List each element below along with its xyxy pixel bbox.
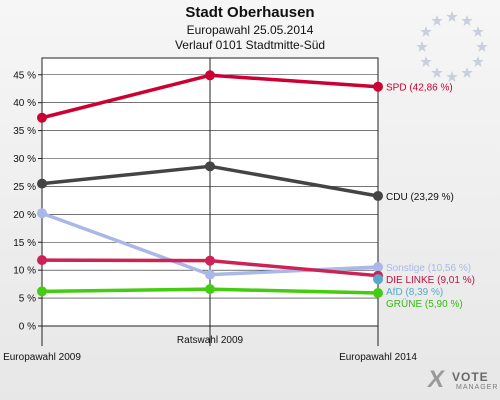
data-point xyxy=(373,274,383,285)
chart-title: Stadt Oberhausen xyxy=(185,4,315,21)
chart-subtitle-2: Verlauf 0101 Stadtmitte-Süd xyxy=(174,38,326,52)
y-tick-label: 10 % xyxy=(13,266,36,277)
data-point xyxy=(205,161,215,172)
votemanager-word-manager: MANAGER xyxy=(456,384,499,391)
data-point xyxy=(205,269,215,280)
series-end-label: GRÜNE (5,90 %) xyxy=(386,298,463,310)
y-tick-label: 5 % xyxy=(19,294,36,305)
eu-star-icon xyxy=(472,56,484,67)
eu-star-icon xyxy=(416,41,428,52)
data-point xyxy=(205,255,215,266)
data-point xyxy=(37,286,47,297)
series-end-label: DIE LINKE (9,01 %) xyxy=(386,275,475,286)
y-tick-label: 0 % xyxy=(19,322,36,333)
eu-star-icon xyxy=(431,15,443,26)
eu-star-icon xyxy=(446,11,458,22)
y-tick-label: 20 % xyxy=(13,210,36,221)
data-point xyxy=(205,284,215,295)
x-tick-label: Europawahl 2014 xyxy=(339,352,417,363)
y-axis-ticks: 0 % 5 % 10 % 15 % 20 % 25 % 30 % 35 % 40 % 45 % xyxy=(13,70,42,333)
data-point xyxy=(373,262,383,273)
y-tick-label: 30 % xyxy=(13,154,36,165)
series-points xyxy=(37,70,383,299)
eu-stars-logo xyxy=(416,11,488,82)
data-point xyxy=(205,70,215,81)
data-point xyxy=(373,81,383,92)
eu-star-icon xyxy=(446,71,458,82)
eu-star-icon xyxy=(420,56,432,67)
data-point xyxy=(37,208,47,219)
data-point xyxy=(37,112,47,123)
eu-star-icon xyxy=(461,66,473,78)
data-point xyxy=(373,288,383,299)
eu-star-icon xyxy=(431,66,443,78)
y-tick-label: 35 % xyxy=(13,126,36,137)
series-end-label: CDU (23,29 %) xyxy=(386,192,454,203)
y-tick-label: 25 % xyxy=(13,182,36,193)
series-end-labels: SPD (42,86 %) CDU (23,29 %) Sonstige (10,5… xyxy=(386,83,475,310)
y-tick-label: 40 % xyxy=(13,98,36,109)
x-tick-label: Ratswahl 2009 xyxy=(177,335,244,346)
votemanager-word-vote: VOTE xyxy=(452,370,489,384)
series-end-label: AfD (8,39 %) xyxy=(386,287,443,298)
y-tick-label: 45 % xyxy=(13,70,36,81)
chart-subtitle: Europawahl 25.05.2014 xyxy=(186,23,314,37)
data-point xyxy=(373,190,383,201)
y-tick-label: 15 % xyxy=(13,238,36,249)
eu-star-icon xyxy=(476,41,488,52)
data-point xyxy=(37,178,47,189)
series-end-label: Sonstige (10,56 %) xyxy=(386,263,471,274)
data-point xyxy=(37,255,47,266)
eu-star-icon xyxy=(420,26,432,37)
eu-star-icon xyxy=(461,15,473,26)
x-axis-ticks: Europawahl 2009 Ratswahl 2009 Europawahl 2… xyxy=(3,58,417,363)
x-tick-label: Europawahl 2009 xyxy=(3,352,81,363)
series-end-label: SPD (42,86 %) xyxy=(386,83,453,94)
eu-star-icon xyxy=(472,26,484,37)
votemanager-mark: X xyxy=(425,366,447,393)
